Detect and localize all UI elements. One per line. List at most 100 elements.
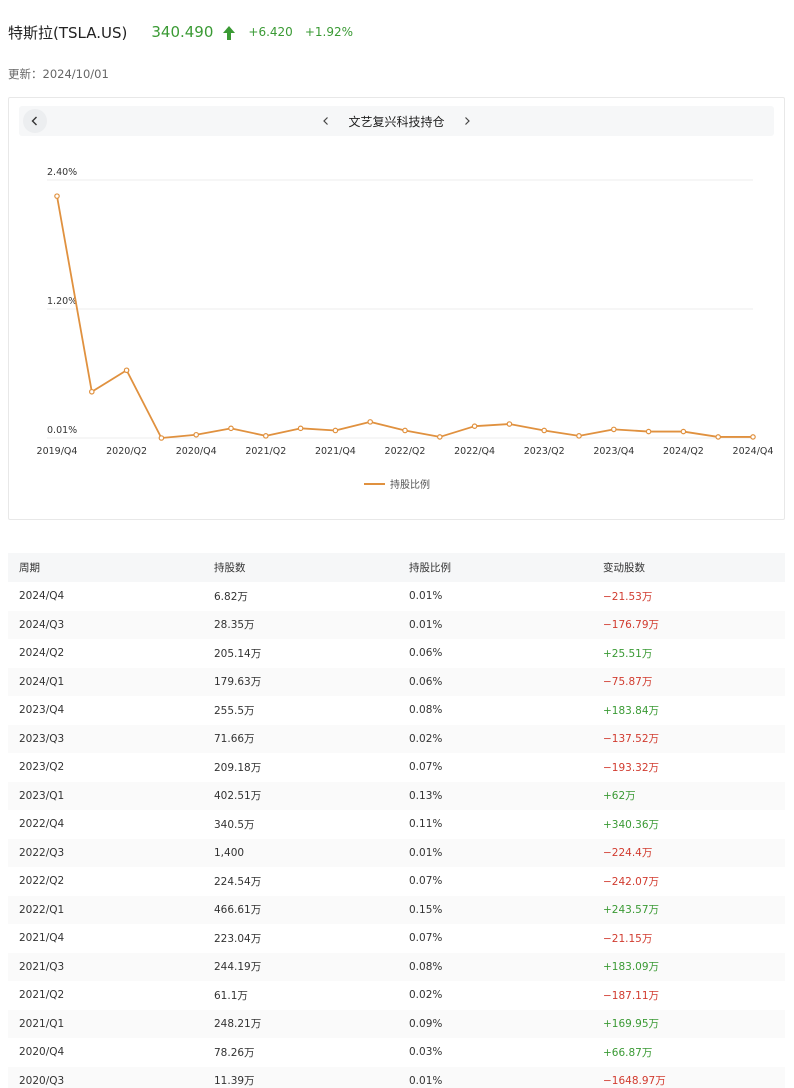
change-cell: −176.79万	[603, 619, 660, 632]
table-row: 2023/Q1 402.51万 0.13% +62万	[8, 781, 785, 810]
ratio-cell: 0.08%	[409, 704, 443, 717]
change-cell: −187.11万	[603, 989, 660, 1002]
ratio-cell: 0.01%	[409, 846, 443, 859]
period-cell: 2023/Q2	[19, 761, 65, 774]
back-button[interactable]	[23, 109, 47, 133]
data-point	[228, 425, 234, 432]
change-cell: −1648.97万	[603, 1075, 666, 1088]
ratio-cell: 0.06%	[409, 675, 443, 688]
ratio-cell: 0.07%	[409, 932, 443, 945]
change-cell: −21.15万	[603, 932, 653, 945]
ratio-cell: 0.11%	[409, 818, 443, 831]
table-row: 2021/Q1 248.21万 0.09% +169.95万	[8, 1009, 785, 1038]
table-row: 2021/Q2 61.1万 0.02% −187.11万	[8, 981, 785, 1010]
update-date: 2024/10/01	[42, 67, 109, 81]
table-row: 2024/Q3 28.35万 0.01% −176.79万	[8, 610, 785, 639]
data-point	[193, 431, 200, 438]
y-tick-label: 1.20%	[47, 296, 77, 307]
data-point	[158, 435, 165, 441]
data-point	[367, 419, 374, 425]
table-row: 2024/Q2 205.14万 0.06% +25.51万	[8, 639, 785, 668]
chevron-left-icon	[323, 117, 329, 125]
data-point	[471, 423, 478, 429]
header-period: 周期	[19, 562, 40, 574]
period-cell: 2020/Q3	[19, 1074, 65, 1087]
shares-cell: 6.82万	[214, 590, 248, 603]
shares-cell: 224.54万	[214, 875, 262, 888]
data-point	[262, 433, 269, 439]
data-point	[123, 367, 130, 374]
shares-cell: 209.18万	[214, 761, 262, 774]
x-tick-label: 2022/Q4	[454, 446, 495, 457]
shares-cell: 223.04万	[214, 932, 262, 945]
shares-cell: 466.61万	[214, 904, 262, 917]
table-row: 2024/Q4 6.82万 0.01% −21.53万	[8, 582, 785, 611]
table-row: 2022/Q2 224.54万 0.07% −242.07万	[8, 867, 785, 896]
x-tick-label: 2023/Q4	[593, 446, 634, 457]
shares-cell: 28.35万	[214, 619, 255, 632]
period-cell: 2024/Q4	[19, 590, 65, 603]
period-cell: 2021/Q2	[19, 989, 65, 1002]
data-point	[576, 433, 582, 439]
ratio-cell: 0.07%	[409, 875, 443, 888]
period-cell: 2023/Q1	[19, 789, 65, 802]
period-cell: 2024/Q1	[19, 675, 65, 688]
period-cell: 2021/Q3	[19, 960, 65, 973]
chevron-right-icon	[464, 117, 470, 125]
prev-institution-button[interactable]	[318, 113, 334, 129]
ratio-cell: 0.06%	[409, 647, 443, 660]
ratio-cell: 0.07%	[409, 761, 443, 774]
x-tick-label: 2024/Q2	[663, 446, 704, 457]
period-cell: 2023/Q4	[19, 704, 65, 717]
shares-cell: 61.1万	[214, 989, 248, 1002]
x-tick-label: 2023/Q2	[524, 446, 565, 457]
data-point	[715, 434, 722, 440]
table-row: 2022/Q3 1,400 0.01% −224.4万	[8, 838, 785, 867]
period-cell: 2024/Q2	[19, 647, 65, 660]
table-row: 2020/Q4 78.26万 0.03% +66.87万	[8, 1038, 785, 1067]
data-point	[645, 428, 652, 435]
change-cell: −75.87万	[603, 676, 653, 689]
x-tick-label: 2019/Q4	[37, 446, 78, 457]
period-cell: 2024/Q3	[19, 618, 65, 631]
shares-cell: 340.5万	[214, 818, 255, 831]
data-point	[332, 427, 339, 434]
table-row: 2023/Q2 209.18万 0.07% −193.32万	[8, 753, 785, 782]
chart-title-bar: 文艺复兴科技持仓	[19, 106, 774, 136]
price-change: +6.420	[248, 25, 293, 39]
data-point	[541, 427, 548, 434]
x-tick-label: 2024/Q4	[733, 446, 774, 457]
change-cell: +183.84万	[603, 704, 660, 717]
change-cell: +62万	[603, 790, 636, 803]
ratio-cell: 0.01%	[409, 618, 443, 631]
table-row: 2021/Q3 244.19万 0.08% +183.09万	[8, 952, 785, 981]
chevron-left-icon	[31, 116, 37, 126]
ratio-cell: 0.01%	[409, 590, 443, 603]
holdings-chart-card: 文艺复兴科技持仓 0.01% 1.20% 2.40% 2019/Q4 2020/Q2 2…	[8, 97, 785, 520]
x-tick-label: 2020/Q2	[106, 446, 147, 457]
ratio-cell: 0.15%	[409, 903, 443, 916]
table-row: 2023/Q3 71.66万 0.02% −137.52万	[8, 724, 785, 753]
holdings-table-wrap: 周期 持股数 持股比例 变动股数 2024/Q4 6.82万 0.01% −21.53…	[8, 553, 785, 1088]
period-cell: 2021/Q1	[19, 1017, 65, 1030]
data-point	[402, 427, 408, 434]
period-cell: 2023/Q3	[19, 732, 65, 745]
data-point	[506, 421, 513, 427]
ratio-cell: 0.08%	[409, 960, 443, 973]
change-cell: −193.32万	[603, 761, 660, 774]
update-label: 更新：	[8, 67, 43, 81]
data-point	[610, 426, 617, 433]
next-institution-button[interactable]	[459, 113, 475, 129]
table-row: 2022/Q4 340.5万 0.11% +340.36万	[8, 810, 785, 839]
table-row: 2023/Q4 255.5万 0.08% +183.84万	[8, 696, 785, 725]
series-line	[56, 195, 753, 439]
legend-label: 持股比例	[390, 478, 430, 491]
shares-cell: 11.39万	[214, 1075, 255, 1088]
stock-price: 340.490	[151, 23, 214, 41]
change-cell: +243.57万	[603, 904, 660, 917]
shares-cell: 71.66万	[214, 733, 255, 746]
data-point	[89, 388, 95, 395]
ratio-cell: 0.13%	[409, 789, 443, 802]
header-ratio: 持股比例	[409, 562, 451, 574]
x-tick-label: 2021/Q2	[245, 446, 286, 457]
